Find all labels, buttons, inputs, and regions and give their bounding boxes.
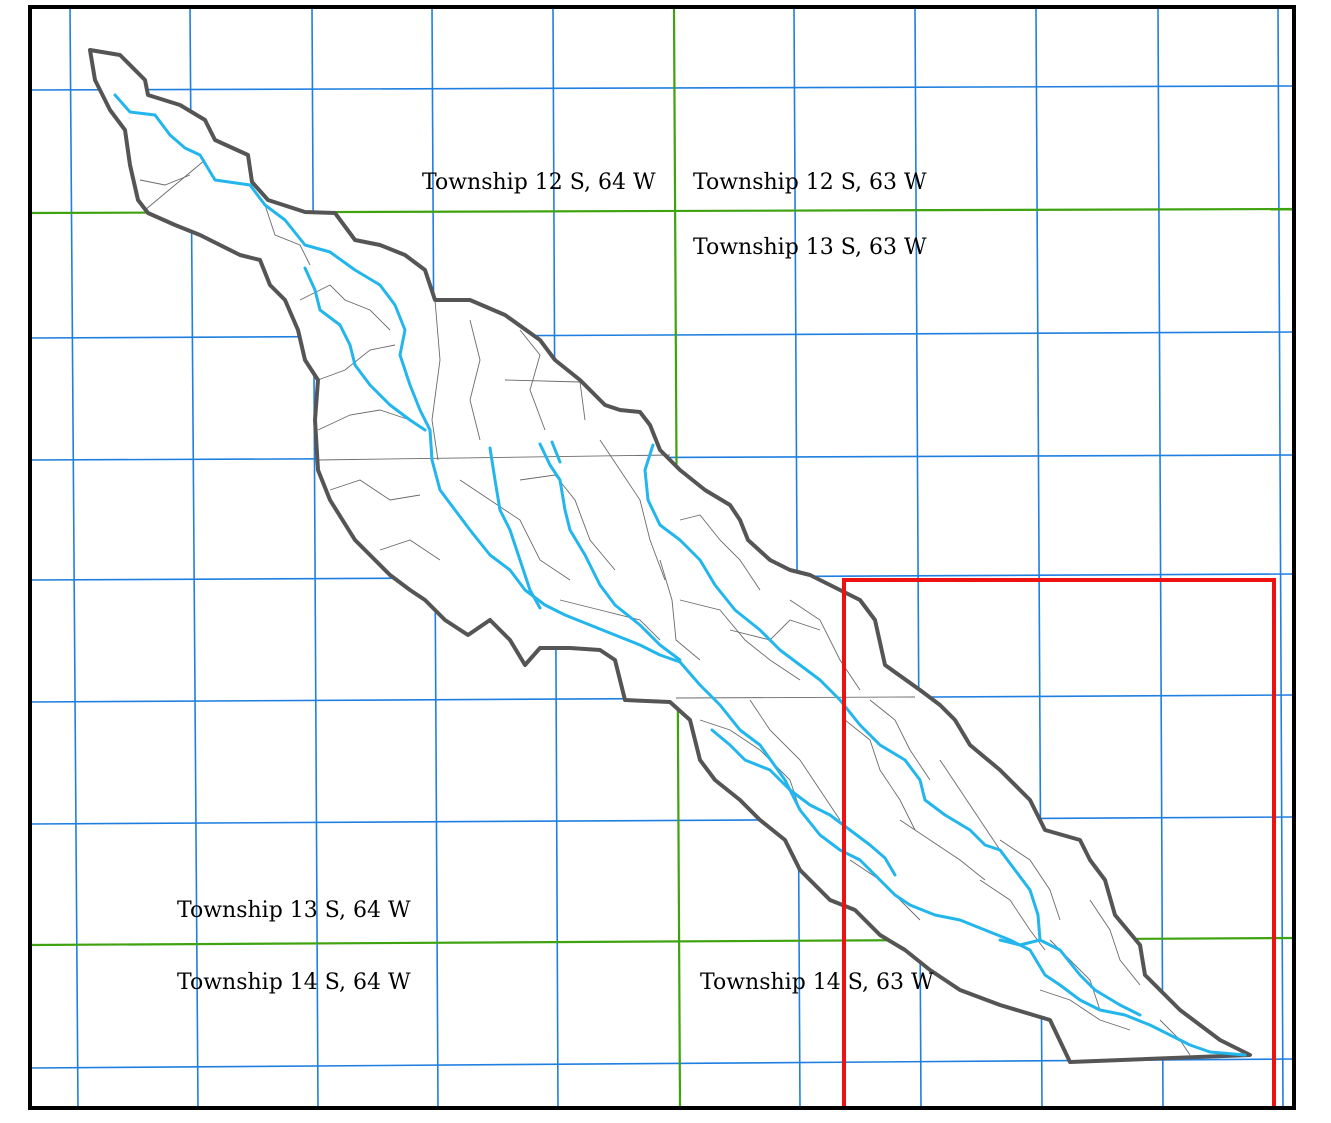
highlight-box [842,578,1276,1110]
label-township-12s-64w: Township 12 S, 64 W [422,170,656,195]
map-frame: Township 12 S, 64 W Township 12 S, 63 W … [28,5,1296,1110]
stream-tributary [488,446,542,610]
map-border [28,5,1296,1110]
stream-main-channel [113,93,1247,1057]
stream-tributary [643,443,1042,942]
stream-tributary [538,442,682,662]
stream-tributary [550,440,562,464]
township-labels: Township 12 S, 64 W Township 12 S, 63 W … [177,170,934,995]
label-township-12s-63w: Township 12 S, 63 W [693,170,927,195]
stream-tributary [303,266,427,432]
label-township-14s-64w: Township 14 S, 64 W [177,970,411,995]
label-township-13s-63w: Township 13 S, 63 W [693,235,927,260]
subbasin-lines [139,159,1191,1056]
stream-tributary [998,938,1142,1017]
watershed-area [90,50,1250,1062]
watershed-boundary [88,48,1252,1064]
watershed-map: Township 12 S, 64 W Township 12 S, 63 W … [28,5,1296,1110]
label-township-14s-63w: Township 14 S, 63 W [700,970,934,995]
stream-tributary [710,728,897,877]
label-township-13s-64w: Township 13 S, 64 W [177,898,411,923]
streams [113,93,1247,1057]
